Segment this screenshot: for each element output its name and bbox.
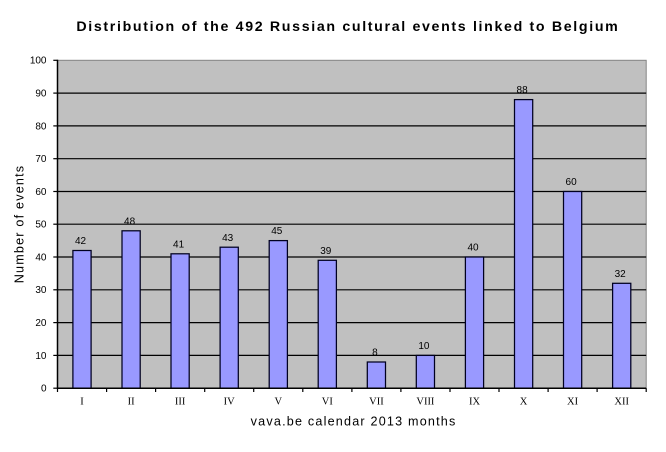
svg-text:70: 70 <box>35 154 47 165</box>
svg-text:48: 48 <box>124 216 136 227</box>
svg-text:32: 32 <box>615 269 627 280</box>
svg-text:10: 10 <box>418 341 430 352</box>
svg-text:40: 40 <box>467 243 479 254</box>
svg-text:VI: VI <box>322 396 334 407</box>
svg-text:0: 0 <box>41 384 47 395</box>
svg-text:45: 45 <box>271 226 283 237</box>
svg-text:39: 39 <box>320 246 332 257</box>
svg-text:V: V <box>275 396 283 407</box>
svg-text:88: 88 <box>517 85 529 96</box>
svg-text:90: 90 <box>35 89 47 100</box>
svg-text:30: 30 <box>35 285 47 296</box>
svg-text:41: 41 <box>173 239 185 250</box>
svg-text:X: X <box>520 396 528 407</box>
svg-text:10: 10 <box>35 351 47 362</box>
svg-text:IV: IV <box>224 396 235 407</box>
svg-text:Distribution of the 492 Russia: Distribution of the 492 Russian cultural… <box>76 19 619 35</box>
svg-text:II: II <box>128 396 135 407</box>
svg-text:43: 43 <box>222 233 234 244</box>
svg-text:80: 80 <box>35 121 47 132</box>
svg-text:40: 40 <box>35 252 47 263</box>
svg-text:IX: IX <box>469 396 480 407</box>
svg-text:20: 20 <box>35 318 47 329</box>
svg-text:vava.be calendar 2013 months: vava.be calendar 2013 months <box>251 415 457 429</box>
svg-text:8: 8 <box>372 348 378 359</box>
svg-text:III: III <box>175 396 186 407</box>
svg-text:I: I <box>80 396 84 407</box>
svg-text:100: 100 <box>30 56 47 67</box>
svg-text:XII: XII <box>614 396 629 407</box>
svg-text:Number of events: Number of events <box>13 165 27 284</box>
svg-text:50: 50 <box>35 220 47 231</box>
svg-text:42: 42 <box>75 236 87 247</box>
svg-text:VIII: VIII <box>416 396 435 407</box>
svg-text:XI: XI <box>567 396 579 407</box>
svg-text:60: 60 <box>35 187 47 198</box>
svg-text:VII: VII <box>369 396 384 407</box>
svg-text:60: 60 <box>566 177 578 188</box>
